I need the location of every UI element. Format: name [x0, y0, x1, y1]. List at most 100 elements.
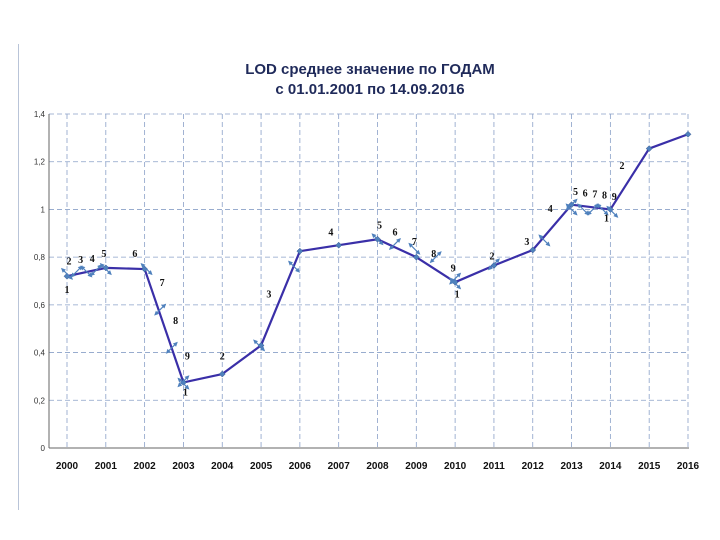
arrow-head — [87, 272, 93, 278]
arrow-head — [429, 258, 435, 264]
annotation-label: 4 — [548, 204, 553, 215]
arrow-head — [70, 272, 76, 278]
arrow-head — [172, 341, 178, 347]
arrow-head — [415, 249, 421, 255]
y-tick-label: 0,8 — [34, 253, 46, 262]
arrow-head — [288, 260, 293, 266]
x-tick-label: 2002 — [134, 461, 157, 472]
arrow-head — [295, 267, 301, 273]
annotation-label: 1 — [65, 285, 70, 296]
data-point — [296, 247, 304, 255]
annotation-label: 2 — [220, 352, 225, 363]
axes: 0 0,2 0,4 0,6 0,8 1 1,2 1,4 2000 2001 2002 2003 2004… — [34, 110, 700, 472]
x-tick-label: 2014 — [599, 461, 622, 472]
arrow-head — [456, 272, 462, 278]
arrow-head — [586, 210, 592, 216]
annotation-label: 2 — [489, 252, 494, 263]
arrow-head — [154, 310, 160, 316]
arrow-head — [177, 377, 183, 383]
arrow-head — [165, 348, 171, 354]
data-point — [684, 130, 692, 138]
arrow-head — [572, 198, 578, 204]
data-point — [257, 342, 265, 349]
annotation-label: 1 — [455, 290, 460, 301]
arrow-head — [449, 279, 455, 285]
double-arrow-icon — [70, 265, 83, 278]
double-arrow-icon — [596, 203, 609, 216]
x-tick-label: 2007 — [328, 461, 351, 472]
arrow-head — [106, 270, 112, 276]
double-arrow-icon — [565, 198, 578, 211]
y-tick-label: 1,2 — [34, 158, 46, 167]
annotation-label: 1 — [604, 213, 609, 224]
arrow-head — [577, 203, 583, 209]
annotation-label: 8 — [431, 249, 436, 260]
double-arrow-icon — [388, 238, 401, 251]
double-arrow-icon — [565, 203, 578, 216]
x-tick-label: 2012 — [522, 461, 545, 472]
annotation-label: 9 — [451, 263, 456, 274]
arrow-head — [396, 238, 401, 243]
double-arrow-icon — [288, 260, 301, 273]
annotation-label: 6 — [392, 228, 397, 239]
x-tick-label: 2015 — [638, 461, 661, 472]
arrow-head — [99, 263, 105, 268]
double-arrow-icon — [253, 339, 266, 352]
double-arrow-icon — [99, 263, 112, 276]
double-arrow-icon — [538, 234, 551, 247]
double-arrow-icon — [449, 277, 462, 290]
double-arrow-icon — [140, 263, 153, 276]
double-arrow-icon — [408, 242, 421, 255]
annotation-label: 8 — [602, 191, 607, 202]
arrow-head — [538, 234, 544, 240]
y-tick-label: 1,4 — [34, 110, 46, 119]
double-arrow-icon — [177, 375, 190, 388]
arrow-head — [606, 205, 612, 211]
double-arrow-icon — [487, 258, 500, 271]
data-point — [141, 265, 148, 273]
y-tick-label: 0 — [41, 444, 46, 453]
y-tick-label: 0,6 — [34, 301, 46, 310]
arrow-head — [596, 203, 602, 209]
arrow-head — [603, 210, 609, 216]
data-point — [529, 246, 537, 254]
annotation-label: 2 — [66, 256, 71, 267]
double-arrow-icon — [154, 303, 167, 316]
arrow-head — [90, 271, 96, 277]
double-arrow-icon — [371, 233, 384, 246]
arrow-head — [545, 241, 551, 247]
chart-subtitle: с 01.01.2001 по 14.09.2016 — [275, 81, 464, 98]
annotation-label: 3 — [78, 255, 83, 266]
data-point — [218, 370, 226, 378]
annotation-label: 6 — [132, 249, 137, 260]
x-tick-label: 2005 — [250, 461, 273, 472]
annotation-label: 7 — [412, 237, 417, 248]
x-tick-label: 2013 — [560, 461, 583, 472]
lod-line-chart: LOD среднее значение по ГОДАМ с 01.01.20… — [34, 61, 700, 472]
x-tick-label: 2003 — [172, 461, 195, 472]
arrow-head — [184, 384, 190, 390]
annotation-label: 1 — [183, 388, 188, 399]
annotation-label: 9 — [185, 352, 190, 363]
x-tick-label: 2011 — [483, 461, 505, 472]
y-tick-label: 1 — [41, 205, 46, 214]
arrow-head — [456, 284, 462, 290]
arrow-head — [487, 265, 493, 271]
double-arrow-icon — [165, 341, 178, 354]
arrow-head — [147, 270, 153, 276]
annotation-label: 2 — [620, 161, 625, 172]
y-tick-label: 0,2 — [34, 396, 46, 405]
arrow-head — [572, 210, 578, 216]
double-arrow-icon — [606, 205, 619, 218]
double-arrow-icon — [80, 265, 93, 278]
x-tick-label: 2006 — [289, 461, 312, 472]
arrow-head — [378, 240, 384, 246]
arrow-head — [565, 205, 571, 211]
double-arrow-icon — [429, 251, 442, 264]
annotation-label: 4 — [328, 228, 333, 239]
arrow-head — [565, 203, 571, 209]
annotation-label: 6 — [583, 188, 588, 199]
annotation-label: 9 — [612, 192, 617, 203]
arrow-head — [140, 263, 146, 268]
annotation-label: 5 — [377, 221, 382, 232]
